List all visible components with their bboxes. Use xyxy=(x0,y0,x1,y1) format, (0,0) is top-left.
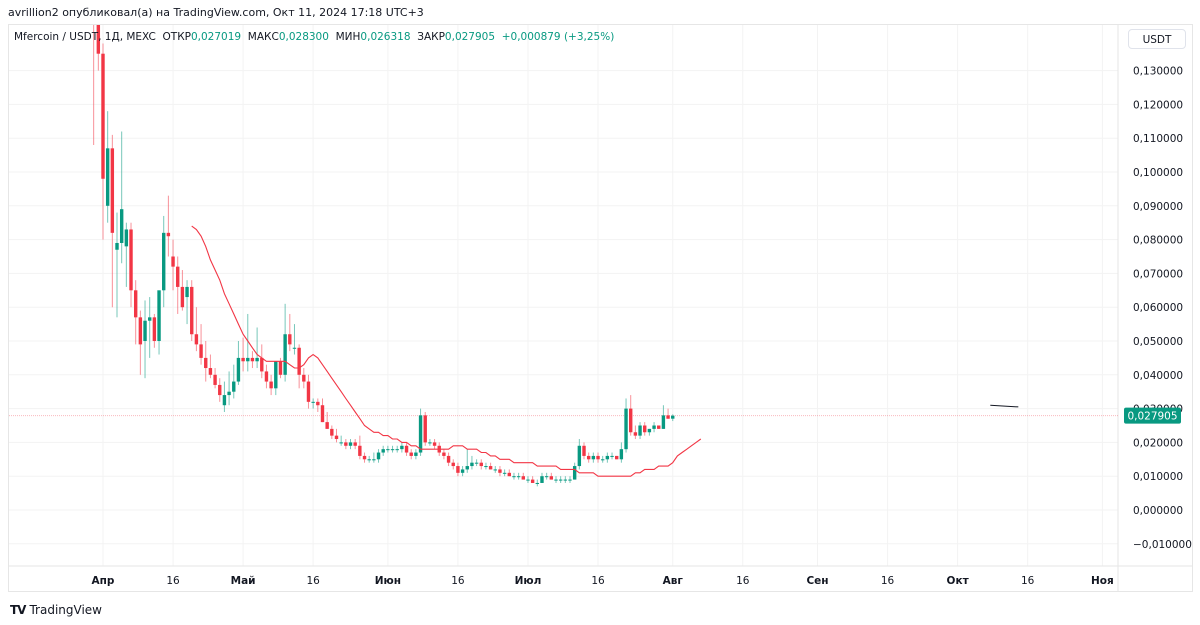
price-tick-label: −0,010000 xyxy=(1133,539,1192,551)
time-tick-label: 16 xyxy=(1021,575,1035,587)
price-tick-label: 0,010000 xyxy=(1133,471,1183,483)
price-tick-label: 0,000000 xyxy=(1133,505,1183,517)
low-value: 0,026318 xyxy=(360,31,411,43)
time-tick-label: Июн xyxy=(375,575,401,587)
high-label: МАКС xyxy=(247,31,279,43)
price-tick-label: 0,040000 xyxy=(1133,370,1183,382)
time-tick-label: 16 xyxy=(881,575,895,587)
chart-frame xyxy=(8,24,1193,592)
currency-button[interactable]: USDT xyxy=(1128,29,1186,49)
price-tick-label: 0,020000 xyxy=(1133,437,1183,449)
time-tick-label: Май xyxy=(231,575,256,587)
time-tick-label: 16 xyxy=(306,575,320,587)
price-tick-label: 0,080000 xyxy=(1133,235,1183,247)
open-label: ОТКР xyxy=(162,31,191,43)
publisher-line: avrillion2 опубликовал(а) на TradingView… xyxy=(8,6,424,19)
candles xyxy=(9,25,1118,487)
brand-name: TradingView xyxy=(29,603,102,617)
low-label: МИН xyxy=(335,31,361,43)
time-tick-label: 16 xyxy=(451,575,465,587)
grid xyxy=(9,25,1118,566)
last-price-badge: 0,027905 xyxy=(1124,407,1181,424)
time-tick-label: Апр xyxy=(92,575,115,587)
time-tick-label: 16 xyxy=(166,575,180,587)
price-tick-label: 0,090000 xyxy=(1133,201,1183,213)
time-tick-label: 16 xyxy=(591,575,605,587)
high-value: 0,028300 xyxy=(278,31,329,43)
open-value: 0,027019 xyxy=(190,31,242,43)
time-tick-label: 16 xyxy=(736,575,750,587)
tradingview-logo-icon: TV xyxy=(10,603,27,617)
time-tick-label: Окт xyxy=(947,575,970,587)
change-value: +0,000879 (+3,25%) xyxy=(501,31,615,43)
time-tick-label: Ноя xyxy=(1091,575,1114,587)
time-tick-label: Июл xyxy=(515,575,542,587)
price-tick-label: 0,070000 xyxy=(1133,268,1183,280)
price-tick-label: 0,050000 xyxy=(1133,336,1183,348)
symbol-legend: Mfercoin / USDT, 1Д, MEXC ОТКР0,027019 М… xyxy=(14,31,614,43)
price-tick-label: 0,100000 xyxy=(1133,167,1183,179)
close-label: ЗАКР xyxy=(417,31,445,43)
time-tick-label: Авг xyxy=(663,575,684,587)
price-tick-label: 0,120000 xyxy=(1133,99,1183,111)
symbol-title[interactable]: Mfercoin / USDT, 1Д, MEXC xyxy=(14,31,156,43)
drawn-trendline[interactable] xyxy=(990,404,1019,408)
price-tick-label: 0,110000 xyxy=(1133,133,1183,145)
svg-text:0,027905: 0,027905 xyxy=(1127,411,1177,423)
time-tick-label: Сен xyxy=(806,575,828,587)
close-value: 0,027905 xyxy=(444,31,496,43)
price-tick-label: 0,130000 xyxy=(1133,66,1183,78)
tradingview-brand[interactable]: TV TradingView xyxy=(10,603,102,617)
price-tick-label: 0,060000 xyxy=(1133,302,1183,314)
moving-average-line xyxy=(191,225,702,477)
